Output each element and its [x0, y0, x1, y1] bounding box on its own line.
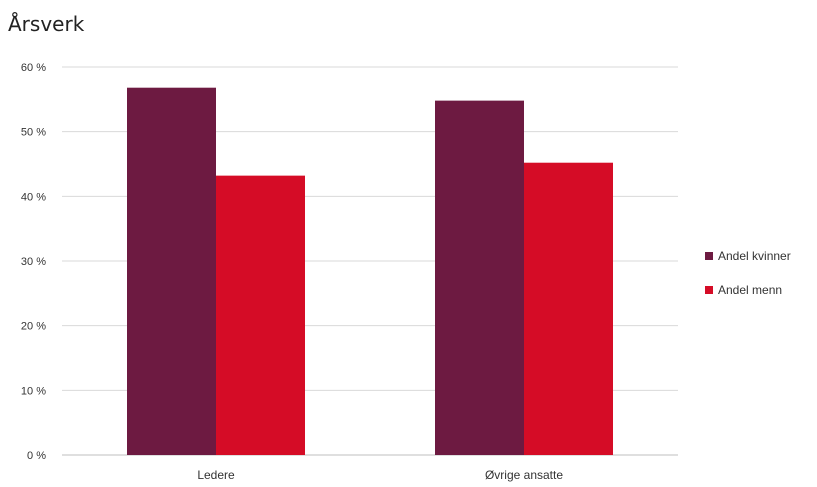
x-category-label: Ledere [197, 468, 235, 482]
y-tick-label: 0 % [27, 450, 46, 462]
legend-item-menn: Andel menn [705, 281, 791, 299]
y-tick-label: 20 % [21, 321, 46, 333]
legend-label-menn: Andel menn [718, 283, 783, 297]
bar-kvinner-1 [435, 100, 524, 456]
legend: Andel kvinner Andel menn [705, 247, 791, 315]
y-axis-ticks: 0 % 10 % 20 % 30 % 40 % 50 % 60 % [21, 62, 46, 462]
x-category-label: Øvrige ansatte [485, 468, 563, 482]
legend-swatch-menn [705, 286, 713, 294]
x-axis-labels: Ledere Øvrige ansatte [197, 468, 563, 482]
bars [127, 87, 613, 456]
legend-swatch-kvinner [705, 252, 713, 260]
y-tick-label: 60 % [21, 62, 46, 74]
y-tick-label: 40 % [21, 191, 46, 203]
legend-item-kvinner: Andel kvinner [705, 247, 791, 265]
bar-menn-0 [216, 175, 305, 455]
bar-kvinner-0 [127, 87, 216, 456]
bar-menn-1 [524, 162, 613, 455]
y-tick-label: 50 % [21, 127, 46, 139]
y-tick-label: 10 % [21, 385, 46, 397]
y-tick-label: 30 % [21, 256, 46, 268]
chart-title: Årsverk [8, 12, 85, 36]
legend-label-kvinner: Andel kvinner [718, 249, 791, 263]
